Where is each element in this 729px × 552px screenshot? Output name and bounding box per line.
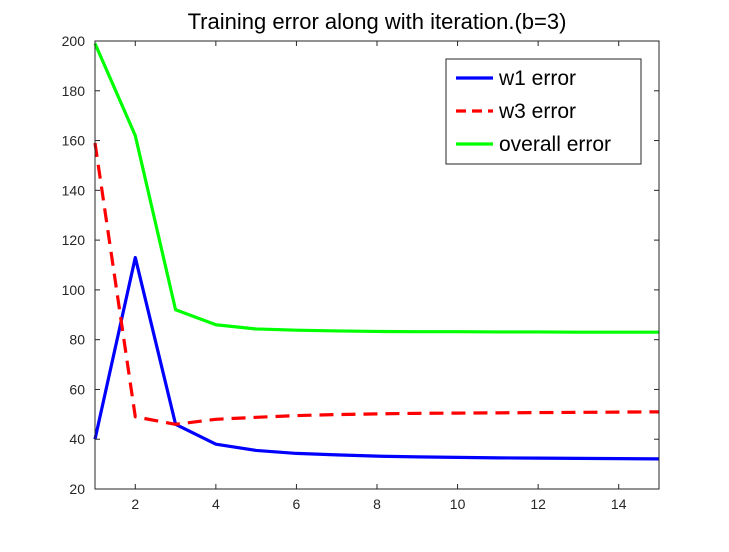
x-tick-label: 6 — [293, 496, 301, 512]
series-layer — [93, 42, 660, 461]
series-line-2 — [93, 142, 660, 426]
legend-label-1: w1 error — [498, 67, 576, 90]
x-tick-label: 14 — [611, 496, 627, 512]
y-tick-label: 200 — [62, 33, 86, 49]
y-tick-label: 20 — [69, 481, 85, 497]
x-tick-label: 4 — [212, 496, 220, 512]
y-tick-label: 100 — [62, 282, 86, 298]
legend-label-3: overall error — [499, 133, 611, 156]
legend: w1 error w3 error overall error — [445, 58, 642, 165]
y-tick-label: 140 — [62, 182, 86, 198]
legend-label-2: w3 error — [498, 100, 576, 123]
series-line-3 — [93, 42, 659, 334]
x-tick-label: 8 — [373, 496, 381, 512]
y-tick-label: 60 — [69, 381, 85, 397]
chart-title: Training error along with iteration.(b=3… — [188, 9, 567, 34]
y-tick-label: 40 — [69, 431, 85, 447]
series-line-1 — [93, 255, 660, 461]
y-tick-label: 180 — [62, 83, 86, 99]
x-tick-label: 10 — [450, 496, 466, 512]
y-tick-label: 160 — [62, 133, 86, 149]
y-tick-label: 120 — [62, 232, 86, 248]
x-tick-label: 2 — [131, 496, 139, 512]
axes-layer: 2 4 6 8 10 12 14 20 40 60 80 100 120 140 160 180 200 — [62, 33, 660, 512]
y-tick-label: 80 — [69, 332, 85, 348]
x-tick-label: 12 — [530, 496, 546, 512]
